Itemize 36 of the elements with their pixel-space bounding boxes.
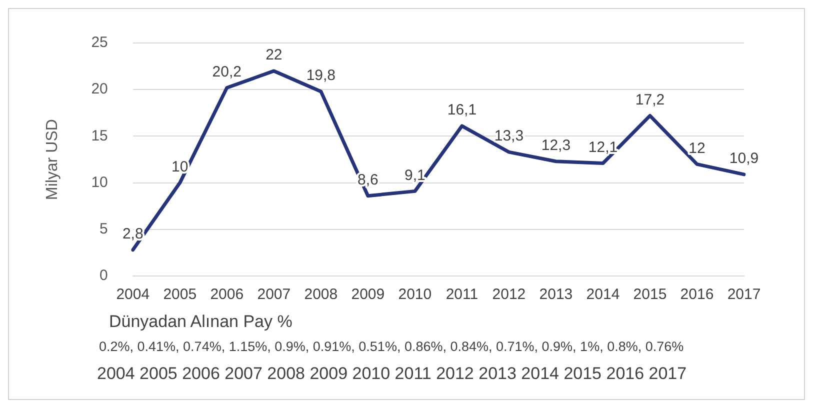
x-tick-label: 2016 bbox=[680, 286, 714, 304]
x-tick-label: 2005 bbox=[163, 286, 197, 304]
text: 2004 2005 2006 2007 2008 2009 2010 2011 2012 2013 2014 2015 2016 2017 bbox=[97, 364, 687, 384]
text: 0.2%, 0.41%, 0.74%, 1.15%, 0.9%, 0.91%, 0.51%, 0.86%, 0.84%, 0.71%, 0.9%, 1%, 0.8%, 0.76% bbox=[99, 339, 684, 354]
data-label: 20,2 bbox=[212, 63, 242, 80]
x-tick-label: 2008 bbox=[304, 286, 338, 304]
x-tick-label: 2017 bbox=[727, 286, 761, 304]
data-label: 9,1 bbox=[404, 166, 426, 184]
x-tick-label: 2011 bbox=[446, 286, 478, 304]
data-label: 12 bbox=[688, 140, 706, 157]
data-label: 12,3 bbox=[541, 137, 571, 154]
data-label: 22 bbox=[266, 46, 282, 64]
x-tick-label: 2007 bbox=[257, 286, 291, 304]
x-tick-label: 2006 bbox=[210, 286, 244, 304]
x-tick-label: 2013 bbox=[539, 286, 573, 304]
x-tick-label: 2009 bbox=[351, 286, 385, 304]
x-tick-label: 2015 bbox=[633, 286, 667, 304]
data-label: 13,3 bbox=[494, 128, 524, 145]
y-axis-title: Milyar USD bbox=[44, 119, 62, 200]
data-label: 12,1 bbox=[588, 138, 618, 156]
x-tick-label: 2012 bbox=[492, 286, 526, 304]
y-tick-label: 15 bbox=[91, 127, 108, 144]
data-label: 16,1 bbox=[447, 102, 477, 119]
y-tick-label: 10 bbox=[91, 174, 108, 191]
data-label: 19,8 bbox=[306, 67, 336, 84]
y-tick-label: 20 bbox=[91, 80, 108, 98]
x-tick-label: 2004 bbox=[116, 286, 150, 304]
y-tick-label: 0 bbox=[100, 267, 108, 284]
data-label: 2,8 bbox=[122, 226, 144, 243]
x-tick-label: 2014 bbox=[586, 286, 620, 304]
data-label: 17,2 bbox=[635, 91, 665, 108]
y-tick-label: 5 bbox=[100, 220, 108, 238]
y-tick-label: 25 bbox=[91, 34, 108, 52]
data-label: 10,9 bbox=[729, 150, 759, 168]
text: Dünyadan Alınan Pay % bbox=[109, 312, 292, 332]
x-tick-label: 2010 bbox=[398, 286, 432, 304]
